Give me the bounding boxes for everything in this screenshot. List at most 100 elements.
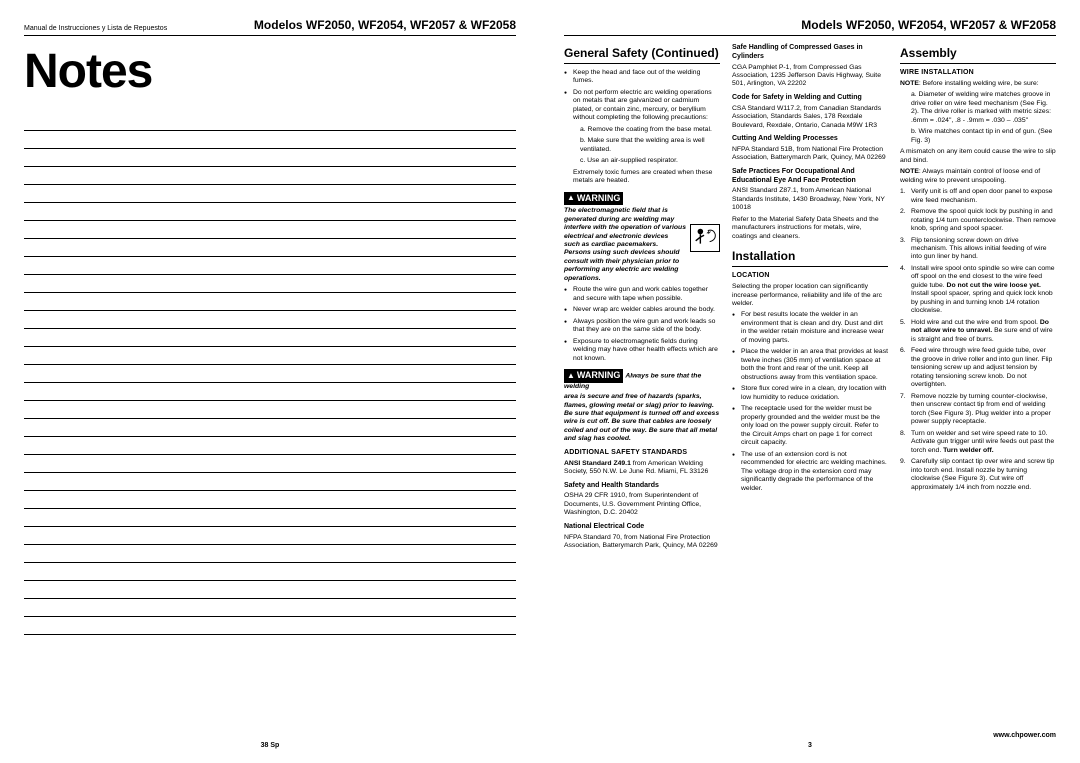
list-item: Store flux cored wire in a clean, dry lo… xyxy=(741,385,888,402)
column-1: General Safety (Continued) Keep the head… xyxy=(564,44,720,554)
ansi-standard: ANSI Standard Z49.1 from American Weldin… xyxy=(564,460,720,477)
warning-badge-1: ▲WARNING xyxy=(564,192,623,205)
list-item: Do not perform electric arc welding oper… xyxy=(573,89,720,123)
note-line xyxy=(24,599,516,617)
assembly-title: Assembly xyxy=(900,46,1056,64)
note-line xyxy=(24,581,516,599)
right-page: Models WF2050, WF2054, WF2057 & WF2058 G… xyxy=(540,0,1080,763)
note-line xyxy=(24,293,516,311)
right-header: Models WF2050, WF2054, WF2057 & WF2058 xyxy=(564,18,1056,36)
note-line xyxy=(24,329,516,347)
note-line xyxy=(24,437,516,455)
precaution-c: c. Use an air-supplied respirator. xyxy=(580,157,720,165)
column-2: Safe Handling of Compressed Gases in Cyl… xyxy=(732,44,888,554)
models-label-right: Models WF2050, WF2054, WF2057 & WF2058 xyxy=(801,18,1056,32)
footer-url: www.chpower.com xyxy=(993,732,1056,739)
precaution-a: a. Remove the coating from the base meta… xyxy=(580,126,720,134)
general-safety-title: General Safety (Continued) xyxy=(564,46,720,64)
list-item: Feed wire through wire feed guide tube, … xyxy=(911,347,1056,389)
nec-head: National Electrical Code xyxy=(564,523,720,532)
list-item: Route the wire gun and work cables toget… xyxy=(573,286,720,303)
left-footer: 38 Sp xyxy=(24,742,516,749)
right-footer: www.chpower.com 3 xyxy=(564,742,1056,749)
toxic-fumes-note: Extremely toxic fumes are created when t… xyxy=(564,169,720,186)
left-page: Manual de Instrucciones y Lista de Repue… xyxy=(0,0,540,763)
list-item: The use of an extension cord is not reco… xyxy=(741,451,888,493)
safe-handling-head: Safe Handling of Compressed Gases in Cyl… xyxy=(732,44,888,62)
note-line xyxy=(24,455,516,473)
wire-sub-a: a. Diameter of welding wire matches groo… xyxy=(911,91,1056,125)
install-bullets: For best results locate the welder in an… xyxy=(732,311,888,493)
warning-2: ▲WARNING Always be sure that the welding xyxy=(564,369,720,391)
safety-bullets-1: Keep the head and face out of the weldin… xyxy=(564,69,720,123)
note-line xyxy=(24,239,516,257)
warning-1-text: The electromagnetic field that is genera… xyxy=(564,207,686,283)
column-3: Assembly WIRE INSTALLATION NOTE: Before … xyxy=(900,44,1056,554)
note-line xyxy=(24,383,516,401)
safe-practices-head: Safe Practices For Occupational And Educ… xyxy=(732,168,888,186)
list-item: Install wire spool onto spindle so wire … xyxy=(911,265,1056,316)
note-line xyxy=(24,311,516,329)
list-item: Exposure to electromagnetic fields durin… xyxy=(573,338,720,363)
list-item: The receptacle used for the welder must … xyxy=(741,405,888,447)
list-item: Always position the wire gun and work le… xyxy=(573,318,720,335)
note-line xyxy=(24,203,516,221)
note-line xyxy=(24,365,516,383)
safety-bullets-2: Route the wire gun and work cables toget… xyxy=(564,286,720,363)
note-line xyxy=(24,347,516,365)
installation-title: Installation xyxy=(732,249,888,267)
assembly-steps: Verify unit is off and open door panel t… xyxy=(900,188,1056,492)
note-line xyxy=(24,185,516,203)
left-header: Manual de Instrucciones y Lista de Repue… xyxy=(24,18,516,36)
pacemaker-icon xyxy=(690,224,720,252)
note-line xyxy=(24,167,516,185)
note-2: NOTE: Always maintain control of loose e… xyxy=(900,168,1056,185)
note-line xyxy=(24,545,516,563)
code-safety-text: CSA Standard W117.2, from Canadian Stand… xyxy=(732,105,888,130)
note-line xyxy=(24,419,516,437)
msds-text: Refer to the Material Safety Data Sheets… xyxy=(732,216,888,241)
osha-text: OSHA 29 CFR 1910, from Superintendent of… xyxy=(564,492,720,517)
models-label-left: Modelos WF2050, WF2054, WF2057 & WF2058 xyxy=(254,18,516,32)
safety-health-head: Safety and Health Standards xyxy=(564,482,720,491)
note-line xyxy=(24,527,516,545)
code-safety-head: Code for Safety in Welding and Cutting xyxy=(732,94,888,103)
cutting-text: NFPA Standard 51B, from National Fire Pr… xyxy=(732,146,888,163)
list-item: Remove nozzle by turning counter-clockwi… xyxy=(911,393,1056,427)
note-line xyxy=(24,509,516,527)
list-item: Carefully slip contact tip over wire and… xyxy=(911,458,1056,492)
list-item: Turn on welder and set wire speed rate t… xyxy=(911,430,1056,455)
note-line xyxy=(24,491,516,509)
warning-1: ▲WARNING The electromagnetic field that … xyxy=(564,192,720,284)
list-item: Keep the head and face out of the weldin… xyxy=(573,69,720,86)
list-item: Never wrap arc welder cables around the … xyxy=(573,306,720,314)
safe-handling-text: CGA Pamphlet P-1, from Compressed Gas As… xyxy=(732,64,888,89)
safe-practices-text: ANSI Standard Z87.1, from American Natio… xyxy=(732,187,888,212)
note-1: NOTE: Before installing welding wire, be… xyxy=(900,80,1056,88)
note-line xyxy=(24,275,516,293)
note-line xyxy=(24,617,516,635)
list-item: Place the welder in an area that provide… xyxy=(741,348,888,382)
note-lines xyxy=(24,113,516,635)
manual-label: Manual de Instrucciones y Lista de Repue… xyxy=(24,25,167,32)
list-item: Remove the spool quick lock by pushing i… xyxy=(911,208,1056,233)
list-item: Verify unit is off and open door panel t… xyxy=(911,188,1056,205)
note-line xyxy=(24,149,516,167)
note-line xyxy=(24,401,516,419)
note-line xyxy=(24,473,516,491)
note-line xyxy=(24,113,516,131)
wire-sub-b: b. Wire matches contact tip in end of gu… xyxy=(911,128,1056,145)
footer-page-num: 3 xyxy=(564,742,1056,749)
warning-2-text: area is secure and free of hazards (spar… xyxy=(564,393,720,444)
location-head: LOCATION xyxy=(732,272,888,281)
list-item: For best results locate the welder in an… xyxy=(741,311,888,345)
warning-triangle-icon: ▲ xyxy=(567,193,575,203)
note-line xyxy=(24,563,516,581)
notes-title: Notes xyxy=(24,44,516,99)
warning-triangle-icon: ▲ xyxy=(567,371,575,381)
list-item: Flip tensioning screw down on drive mech… xyxy=(911,237,1056,262)
note-line xyxy=(24,221,516,239)
list-item: Hold wire and cut the wire end from spoo… xyxy=(911,319,1056,344)
addl-standards-head: ADDITIONAL SAFETY STANDARDS xyxy=(564,449,720,458)
wire-install-head: WIRE INSTALLATION xyxy=(900,69,1056,78)
